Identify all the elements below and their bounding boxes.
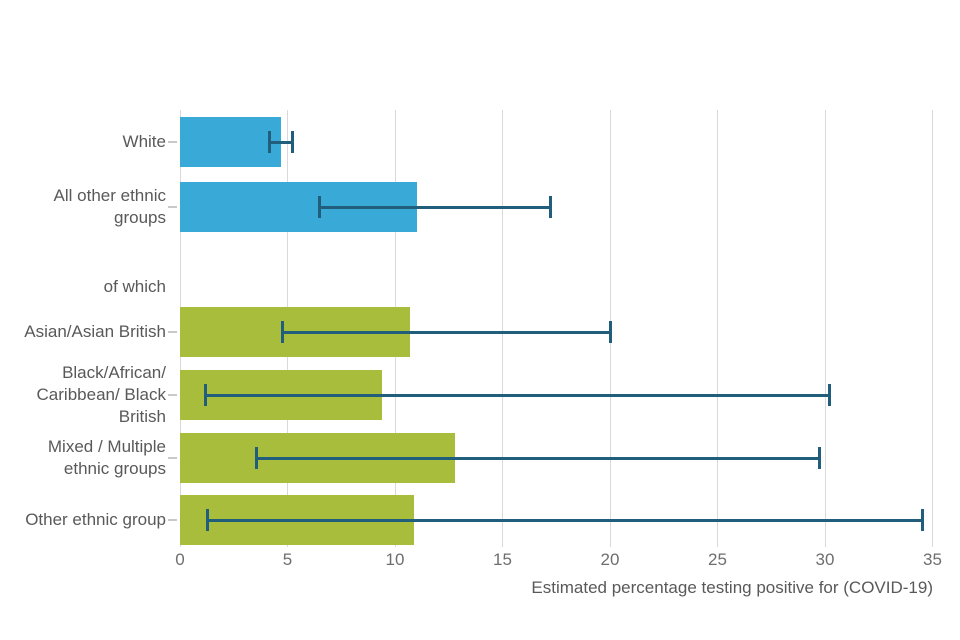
x-tick-label-20: 20: [600, 550, 620, 569]
error-bar: [281, 321, 613, 343]
category-label: Asian/Asian British: [24, 322, 166, 341]
error-bar: [203, 384, 832, 406]
bar-white: [180, 117, 282, 167]
category-label: Black/African/Caribbean/ Black British: [36, 363, 166, 426]
x-tick-label-25: 25: [708, 550, 727, 569]
gridline-x-15: [502, 110, 503, 547]
category-tick: [168, 519, 177, 521]
category-label: All other ethnic groups: [53, 186, 166, 227]
right-cap: [920, 509, 924, 531]
category-tick: [168, 457, 177, 459]
left-cap: [268, 131, 272, 153]
category-label: of which: [103, 277, 166, 296]
gridline-x-30: [824, 110, 826, 547]
left-cap: [205, 509, 209, 531]
right-cap: [828, 384, 832, 406]
category-label: White: [122, 132, 166, 151]
right-cap: [817, 447, 821, 469]
x-tick-label-30: 30: [815, 550, 835, 569]
x-tick-label-10: 10: [385, 550, 405, 569]
category-label: Other ethnic group: [25, 510, 166, 529]
error-bar: [317, 196, 552, 218]
gridline-x-25: [717, 110, 718, 547]
error-bar: [268, 131, 294, 153]
left-cap: [203, 384, 207, 406]
right-cap: [548, 196, 552, 218]
right-cap: [290, 131, 294, 153]
error-bar: [255, 447, 821, 469]
category-tick: [168, 331, 177, 333]
x-tick-label-15: 15: [493, 550, 512, 569]
gridline-x-35: [932, 110, 933, 547]
category-tick: [168, 141, 177, 143]
category-tick: [168, 206, 177, 208]
error-bar: [205, 509, 924, 531]
left-cap: [281, 321, 285, 343]
category-label: Mixed / Multiple ethnic groups: [47, 437, 166, 478]
x-tick-label-0: 0: [175, 550, 185, 569]
category-tick: [168, 394, 177, 396]
x-tick-label-5: 5: [282, 550, 293, 569]
x-tick-label-35: 35: [923, 550, 942, 569]
left-cap: [317, 196, 321, 218]
x-axis-title: Estimated percentage testing positive fo…: [531, 578, 933, 597]
left-cap: [255, 447, 259, 469]
right-cap: [609, 321, 613, 343]
